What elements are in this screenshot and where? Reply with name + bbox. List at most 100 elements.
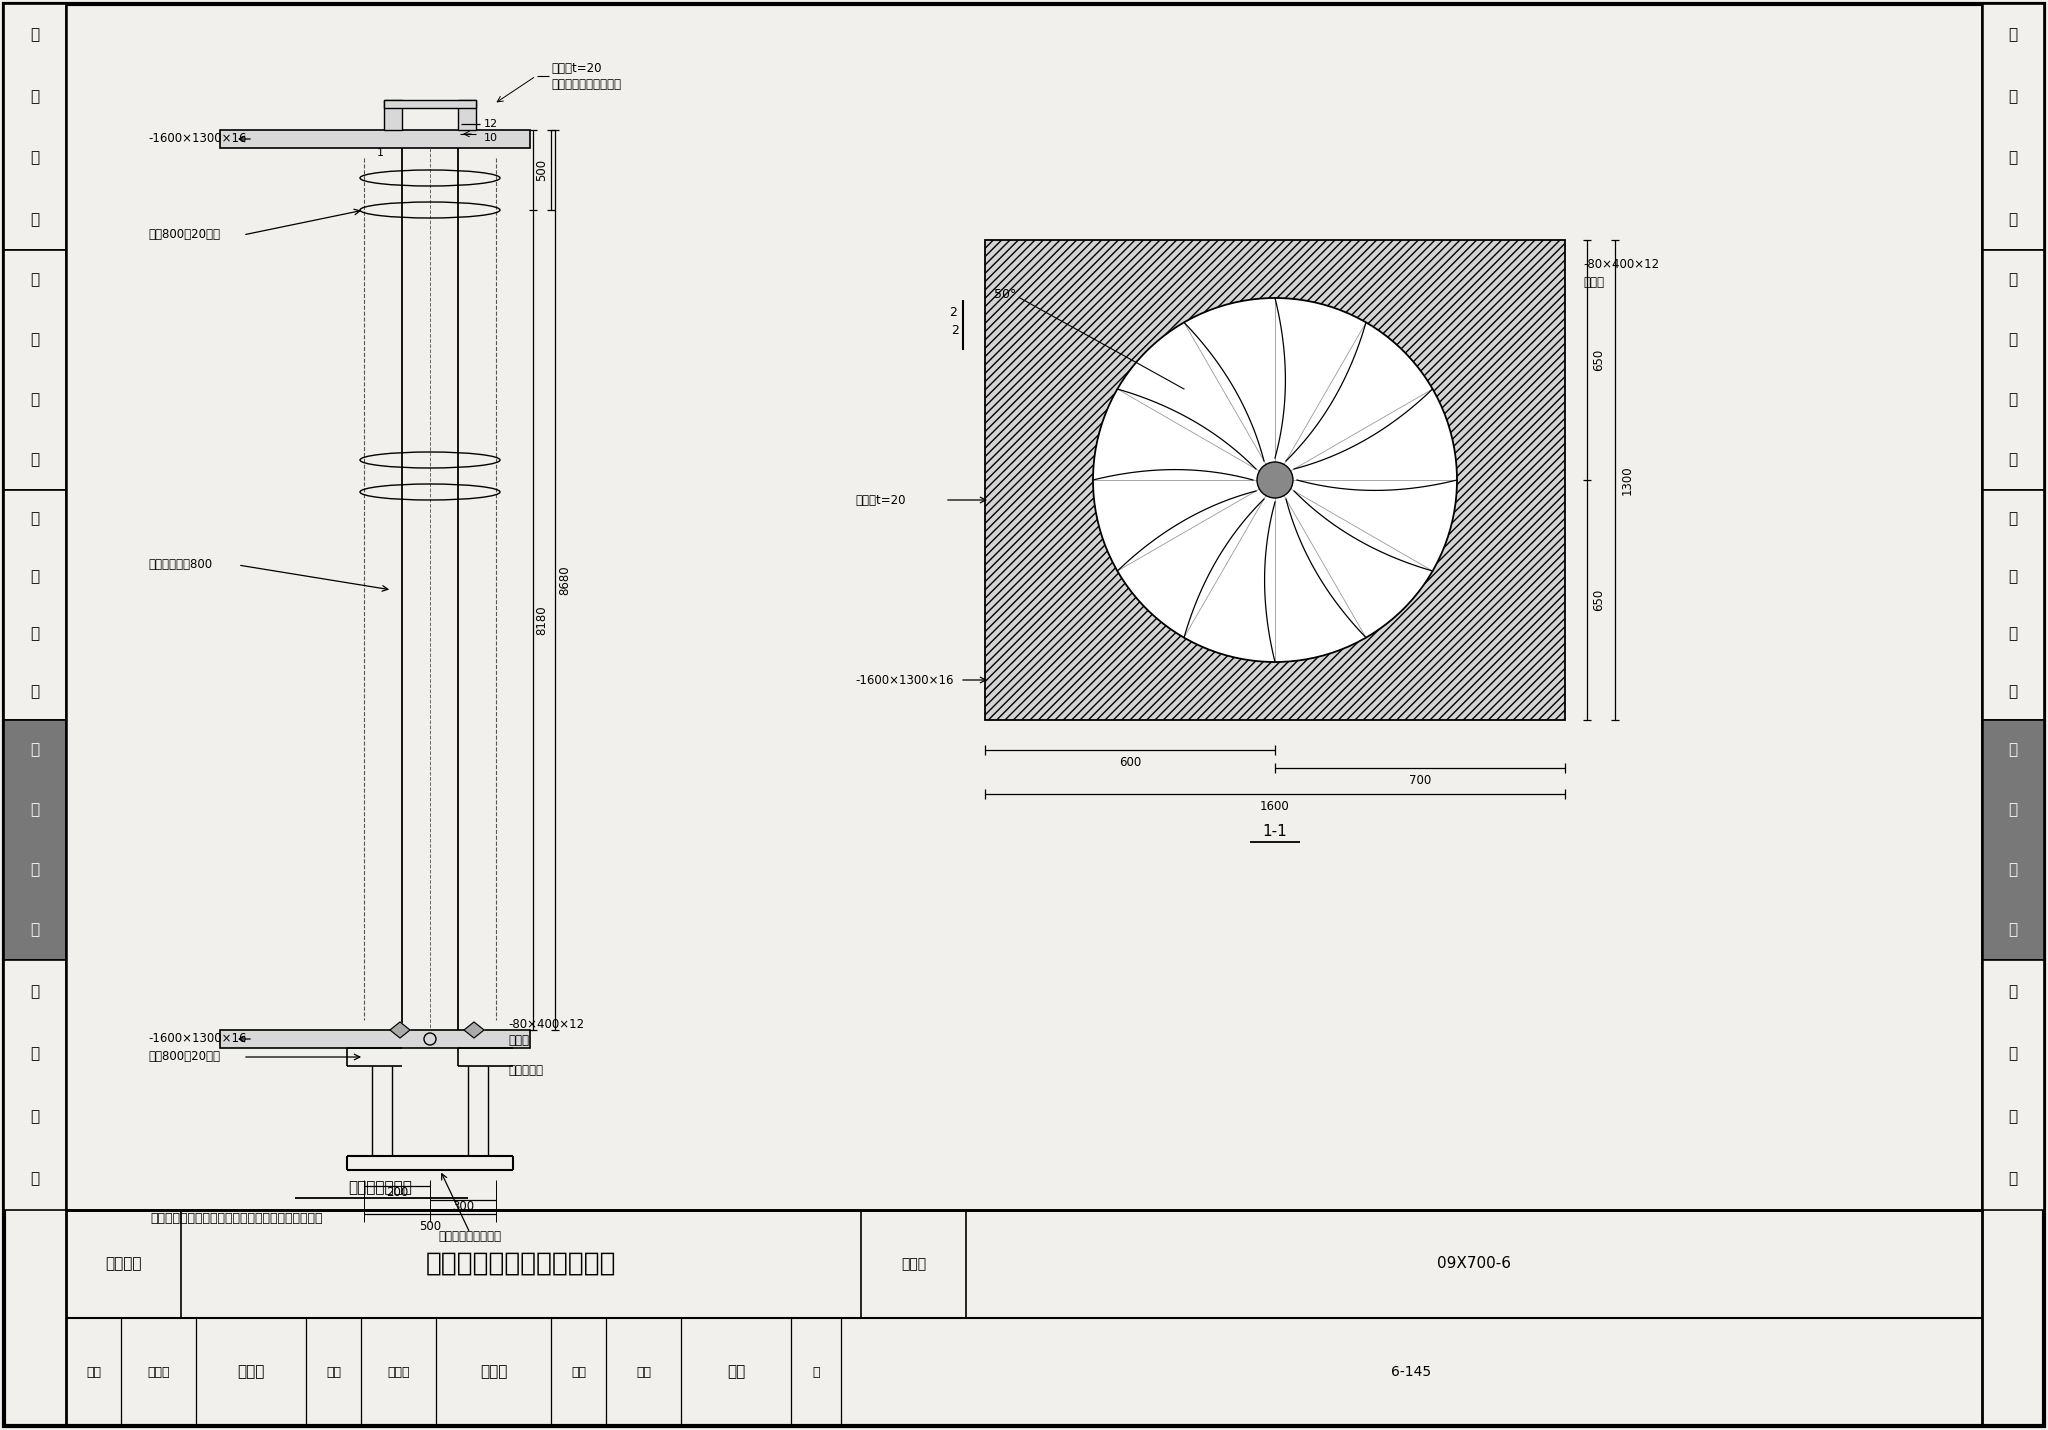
Text: -1600×1300×16: -1600×1300×16: [147, 1032, 246, 1045]
Text: 机: 机: [31, 27, 39, 43]
Text: 李桂梅: 李桂梅: [238, 1364, 264, 1380]
Bar: [985, 240, 1565, 719]
Text: 工: 工: [31, 150, 39, 166]
Bar: [66, 1210, 1982, 1426]
Text: 供: 供: [31, 273, 39, 287]
Text: 接: 接: [2009, 1108, 2017, 1124]
Text: 600: 600: [1118, 755, 1141, 768]
Text: 混凝土柱剖面图: 混凝土柱剖面图: [348, 1181, 412, 1195]
Bar: [4, 250, 66, 490]
Text: 工: 工: [2009, 150, 2017, 166]
Text: -1600×1300×16: -1600×1300×16: [854, 674, 954, 686]
Text: 线: 线: [31, 569, 39, 583]
Text: 曹禾: 曹禾: [637, 1366, 651, 1379]
Text: 设: 设: [2009, 684, 2017, 699]
Text: 2: 2: [950, 323, 958, 336]
Bar: [1982, 719, 2044, 960]
Text: -80×400×12: -80×400×12: [1583, 259, 1659, 272]
Text: 200: 200: [385, 1187, 408, 1200]
Text: 装: 装: [31, 922, 39, 938]
Text: 设: 设: [31, 742, 39, 758]
Text: 曹禾: 曹禾: [727, 1364, 745, 1380]
Text: 1300: 1300: [1620, 465, 1634, 495]
Text: 电: 电: [31, 333, 39, 347]
Text: 地: 地: [2009, 1171, 2017, 1187]
Text: 注：本结构图仅供参考，需根据实际情况进行设计。: 注：本结构图仅供参考，需根据实际情况进行设计。: [150, 1211, 322, 1224]
Text: 源: 源: [31, 452, 39, 468]
Text: 500: 500: [535, 159, 549, 182]
Text: 缆: 缆: [31, 512, 39, 526]
Text: 加劲板t=20: 加劲板t=20: [854, 493, 905, 506]
Bar: [219, 130, 530, 147]
Text: 校对: 校对: [326, 1366, 342, 1379]
Text: 8180: 8180: [535, 605, 549, 635]
Bar: [4, 719, 66, 960]
Text: 敷: 敷: [2009, 626, 2017, 641]
Text: 加劲肋: 加劲肋: [508, 1034, 528, 1047]
Text: 外径800厚20套箍: 外径800厚20套箍: [147, 229, 219, 242]
Text: 1600: 1600: [1260, 799, 1290, 812]
Text: 外径800厚20套箍: 外径800厚20套箍: [147, 1051, 219, 1064]
Text: 备: 备: [2009, 802, 2017, 818]
Text: 安: 安: [2009, 862, 2017, 878]
Text: 房: 房: [2009, 89, 2017, 104]
Text: 审核: 审核: [86, 1366, 100, 1379]
Bar: [1982, 490, 2044, 719]
Bar: [1982, 250, 2044, 490]
Text: 6-145: 6-145: [1391, 1366, 1432, 1379]
Text: 500: 500: [420, 1220, 440, 1233]
Text: 供: 供: [2009, 273, 2017, 287]
Text: 程: 程: [31, 212, 39, 227]
Text: 混凝土柱直径800: 混凝土柱直径800: [147, 559, 213, 572]
Text: 设: 设: [31, 684, 39, 699]
Text: 大屏幕室外双柱结构预埋件: 大屏幕室外双柱结构预埋件: [426, 1251, 616, 1277]
Text: 仅将挡箱体门部分切除: 仅将挡箱体门部分切除: [551, 77, 621, 90]
Circle shape: [1094, 297, 1456, 662]
Text: 页: 页: [813, 1366, 819, 1379]
Text: 接: 接: [31, 1108, 39, 1124]
Bar: [4, 4, 66, 250]
Bar: [1982, 960, 2044, 1210]
Text: 陈树龙: 陈树龙: [479, 1364, 508, 1380]
Text: 电: 电: [31, 392, 39, 408]
Text: 源: 源: [2009, 452, 2017, 468]
Text: -1600×1300×16: -1600×1300×16: [147, 133, 246, 146]
Text: 设计: 设计: [571, 1366, 586, 1379]
Text: 加劲板t=20: 加劲板t=20: [551, 61, 602, 74]
Text: -80×400×12: -80×400×12: [508, 1018, 584, 1031]
Bar: [385, 100, 475, 109]
Text: 650: 650: [1593, 589, 1606, 611]
Circle shape: [1257, 462, 1292, 498]
Text: 程: 程: [2009, 212, 2017, 227]
Text: 1: 1: [377, 147, 383, 157]
Bar: [4, 960, 66, 1210]
Text: 650: 650: [1593, 349, 1606, 372]
Text: 雷: 雷: [31, 1047, 39, 1061]
Polygon shape: [389, 1022, 410, 1038]
Text: 机: 机: [2009, 27, 2017, 43]
Text: 电: 电: [2009, 392, 2017, 408]
Text: 防: 防: [31, 984, 39, 998]
Text: 安: 安: [31, 862, 39, 878]
Text: 8680: 8680: [559, 565, 571, 595]
Text: 300: 300: [453, 1201, 473, 1214]
Bar: [385, 100, 401, 130]
Text: 地: 地: [31, 1171, 39, 1187]
Text: 敷: 敷: [31, 626, 39, 641]
Text: 廖新军: 廖新军: [387, 1366, 410, 1379]
Text: 雷: 雷: [2009, 1047, 2017, 1061]
Bar: [4, 490, 66, 719]
Text: 显示屏正面: 显示屏正面: [508, 1064, 543, 1077]
Text: 混凝土柱与基础连接: 混凝土柱与基础连接: [438, 1230, 502, 1243]
Text: 09X700-6: 09X700-6: [1438, 1257, 1511, 1271]
Bar: [66, 4, 1982, 1210]
Text: 线: 线: [2009, 569, 2017, 583]
Text: 防: 防: [2009, 984, 2017, 998]
Text: 加劲肋: 加劲肋: [1583, 276, 1604, 289]
Text: 备: 备: [31, 802, 39, 818]
Text: 电: 电: [2009, 333, 2017, 347]
Bar: [1982, 4, 2044, 250]
Bar: [219, 1030, 530, 1048]
Bar: [459, 100, 475, 130]
Text: 50°: 50°: [993, 289, 1016, 302]
